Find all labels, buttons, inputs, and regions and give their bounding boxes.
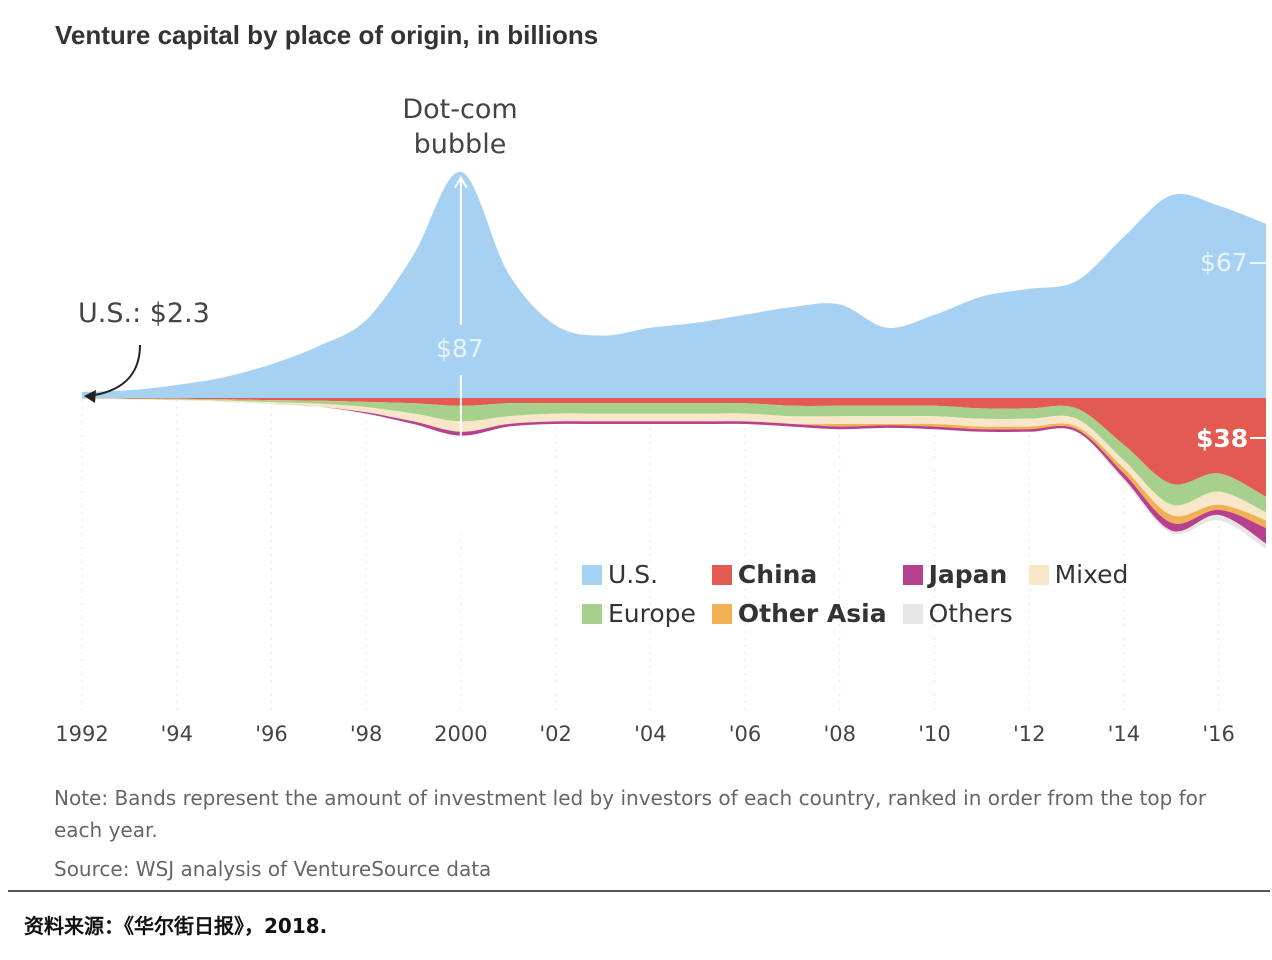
legend-label: China [737, 560, 818, 589]
legend-swatch [1028, 564, 1049, 585]
chart-note: Note: Bands represent the amount of inve… [54, 786, 1207, 842]
legend-label: Europe [608, 599, 696, 628]
us-2017-value-label: $67 [1200, 248, 1248, 277]
us-start-annotation: U.S.: $2.3 [78, 298, 210, 329]
x-tick-label: '94 [160, 722, 193, 746]
legend-item: Other Asia [711, 599, 887, 628]
dotcom-arrow-head-down [454, 519, 468, 532]
footer-source-cn: 资料来源：《华尔街日报》，2018. [24, 914, 328, 938]
legend-item: Japan [902, 560, 1013, 589]
chart-source: Source: WSJ analysis of VentureSource da… [54, 857, 492, 881]
legend-item: Others [902, 599, 1013, 628]
legend-item: Europe [582, 599, 696, 628]
legend-label: Mixed [1054, 560, 1129, 589]
x-tick-label: '12 [1012, 722, 1046, 746]
x-tick-label: '04 [634, 722, 667, 746]
divider-line [8, 890, 1270, 892]
legend-label: Others [928, 599, 1013, 628]
legend-swatch [902, 564, 923, 585]
legend-swatch [711, 603, 732, 624]
legend-swatch [582, 564, 602, 585]
x-tick-label: '96 [255, 722, 288, 746]
legend-item: U.S. [582, 560, 696, 589]
x-tick-label: '02 [539, 722, 572, 746]
us-2000-value-label: $87 [436, 334, 484, 363]
x-tick-label: 1992 [55, 722, 109, 746]
x-tick-label: '16 [1202, 722, 1235, 746]
x-tick-label: '06 [728, 722, 762, 746]
legend-label: U.S. [608, 560, 659, 589]
chart-title: Venture capital by place of origin, in b… [55, 20, 599, 50]
x-tick-label: '10 [918, 722, 951, 746]
band-china [82, 398, 1266, 497]
china-2017-value-label: $38 [1196, 424, 1249, 453]
x-tick-label: '98 [349, 722, 383, 746]
legend-item: China [711, 560, 887, 589]
us-start-arrow-head [84, 390, 96, 403]
legend-swatch [582, 603, 602, 624]
legend-swatch [902, 603, 923, 624]
x-tick-label: 2000 [434, 722, 488, 746]
x-tick-label: '14 [1107, 722, 1141, 746]
band-us [82, 171, 1266, 398]
legend-swatch [711, 564, 732, 585]
dotcom-arrow-head-up [454, 175, 468, 189]
chart-legend: U.S. China Japan Mixed Europe Other Asia Other… [582, 560, 1128, 628]
dotcom-annotation-line2: bubble [413, 129, 507, 160]
dotcom-annotation: Dot-com bubble [380, 92, 540, 162]
dotcom-annotation-line1: Dot-com [402, 94, 518, 125]
us-start-arrow [87, 344, 141, 397]
x-tick-label: '08 [823, 722, 857, 746]
legend-label: Japan [928, 560, 1008, 589]
legend-label: Other Asia [737, 599, 887, 628]
legend-item: Mixed [1028, 560, 1129, 589]
